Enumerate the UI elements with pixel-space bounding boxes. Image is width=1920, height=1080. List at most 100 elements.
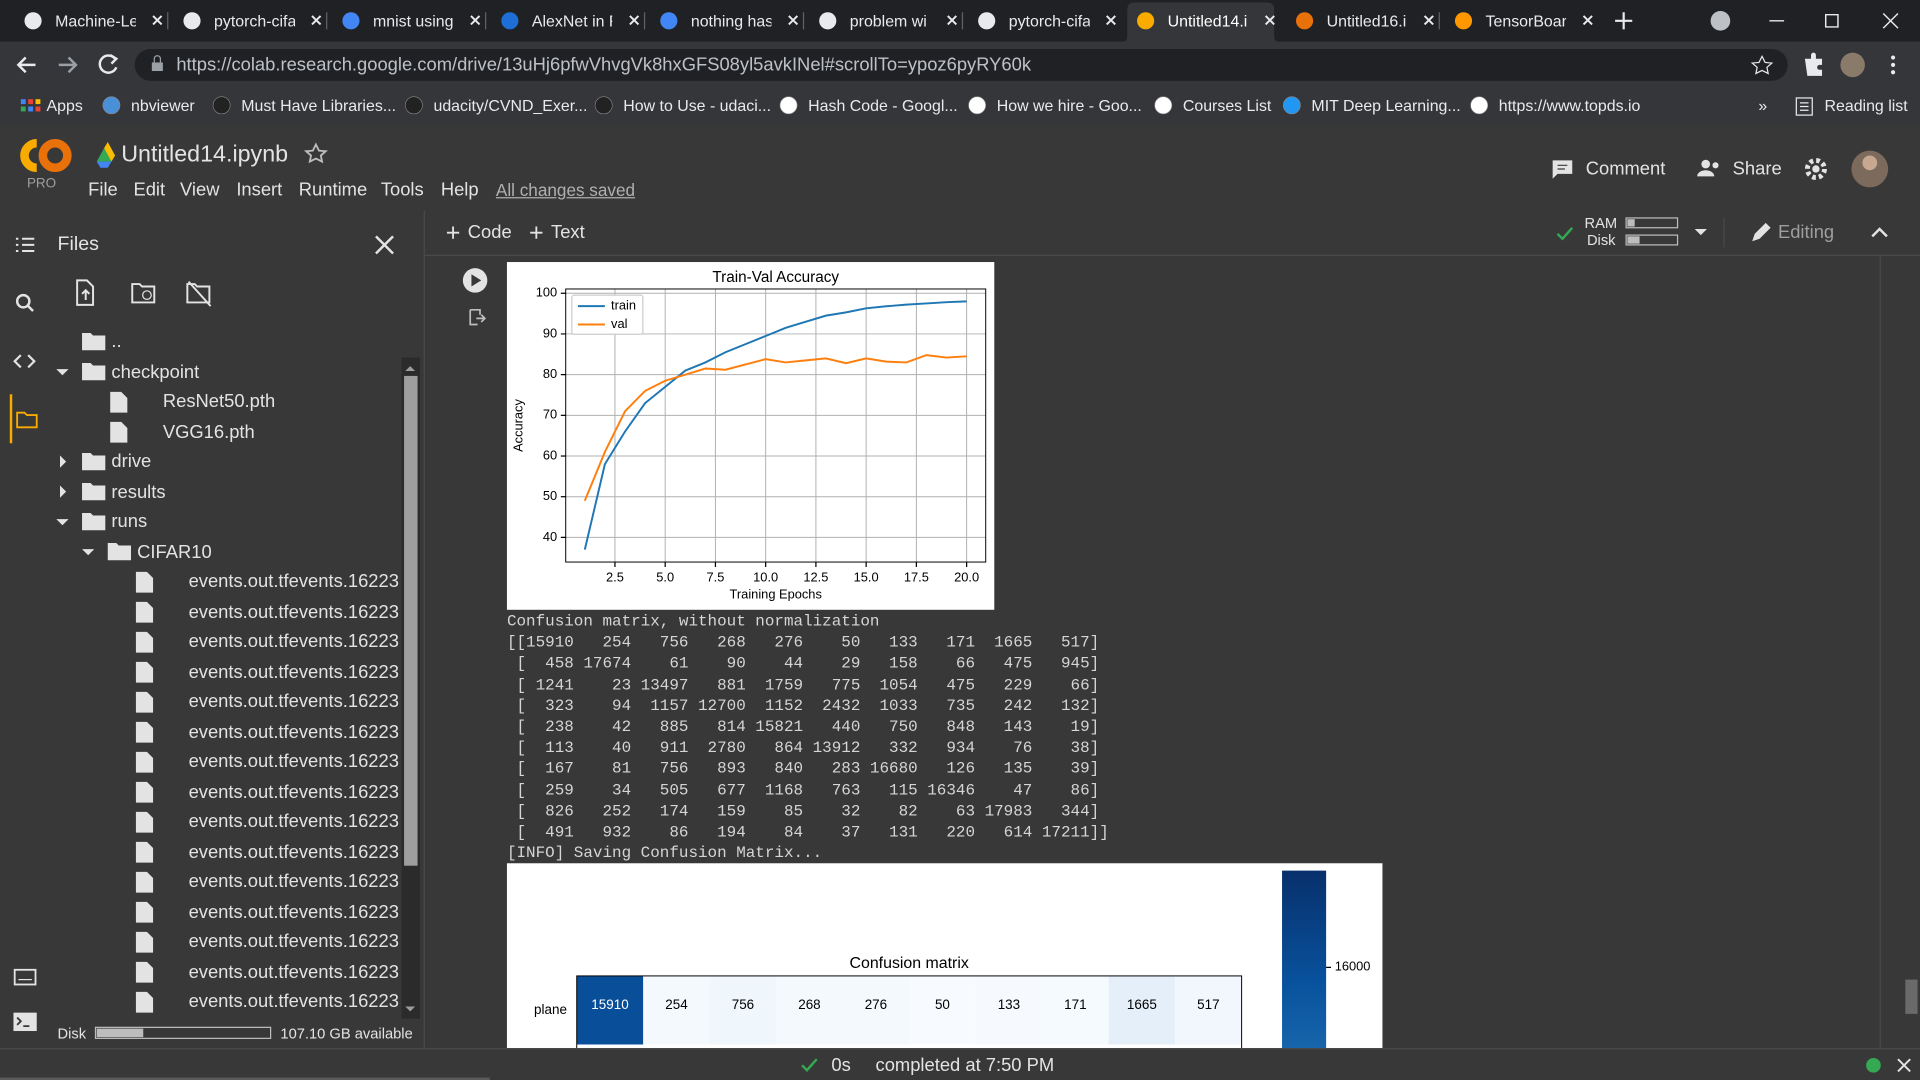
file-name[interactable]: ResNet50.pth bbox=[162, 391, 276, 413]
file-name[interactable]: events.out.tfevents.16223... bbox=[188, 751, 400, 773]
active-tab bbox=[1122, 2, 1280, 42]
menu-item[interactable]: Tools bbox=[380, 179, 424, 201]
tab-title[interactable]: Untitled14.i bbox=[1167, 11, 1248, 31]
save-status[interactable]: All changes saved bbox=[495, 180, 636, 200]
x-tick-label: 17.5 bbox=[904, 569, 929, 584]
add-text[interactable]: Text bbox=[551, 222, 585, 244]
folder-name[interactable]: results bbox=[111, 481, 166, 503]
menu-item[interactable]: Runtime bbox=[298, 179, 368, 201]
menu-item[interactable]: Insert bbox=[236, 179, 283, 201]
bookmark[interactable]: How to Use - udaci... bbox=[623, 96, 772, 115]
mode[interactable]: Editing bbox=[1777, 222, 1835, 244]
series-line bbox=[583, 300, 967, 550]
bookmark-icon bbox=[779, 96, 798, 115]
tab-close bbox=[629, 15, 640, 26]
file-name[interactable]: events.out.tfevents.16223... bbox=[188, 961, 400, 983]
bookmark[interactable]: Apps bbox=[46, 96, 83, 115]
sidebar-icons bbox=[9, 235, 421, 1039]
accuracy-chart: 40 50 60 70 80 90 100 2.5 5.0 7.5 10.0 12.5 15.0 17.5… bbox=[506, 262, 995, 610]
bookmark-icon bbox=[212, 96, 231, 115]
heatmap-cell bbox=[975, 975, 1043, 1045]
tab-favicon bbox=[501, 12, 519, 30]
file-name[interactable]: events.out.tfevents.16223... bbox=[188, 841, 400, 863]
pro-label: PRO bbox=[26, 176, 57, 192]
menu-item[interactable]: File bbox=[88, 179, 118, 201]
file-name[interactable]: events.out.tfevents.16223... bbox=[188, 631, 400, 653]
expanded-arrow bbox=[82, 549, 95, 556]
bookmark[interactable]: Courses List bbox=[1182, 96, 1272, 115]
tab-icons bbox=[24, 2, 1899, 42]
bookmark[interactable]: udacity/CVND_Exer... bbox=[433, 96, 588, 115]
x-tick-label: 5.0 bbox=[656, 569, 674, 584]
tab-title[interactable]: problem wi bbox=[849, 11, 927, 31]
bookmark[interactable]: nbviewer bbox=[131, 96, 195, 115]
disk-available: 107.10 GB available bbox=[280, 1024, 413, 1043]
window-controls bbox=[1769, 12, 1899, 29]
add-code[interactable]: Code bbox=[467, 222, 512, 244]
folder-name[interactable]: runs bbox=[111, 511, 148, 533]
folder-icon bbox=[82, 483, 106, 501]
folder-name[interactable]: .. bbox=[111, 331, 122, 353]
file-name[interactable]: events.out.tfevents.16223... bbox=[188, 601, 400, 623]
menu-item[interactable]: Edit bbox=[133, 179, 166, 201]
matrix-line: [ 826 252 174 159 85 32 82 63 17983 344] bbox=[506, 801, 1100, 821]
file-icon bbox=[135, 961, 154, 983]
tab-close bbox=[1106, 15, 1116, 26]
bookmark[interactable]: https://www.topds.io bbox=[1498, 96, 1641, 115]
file-icon bbox=[135, 811, 154, 833]
file-name[interactable]: events.out.tfevents.16223... bbox=[188, 721, 400, 743]
tab-close bbox=[947, 15, 958, 26]
tab-title[interactable]: Machine-Le bbox=[55, 11, 136, 31]
file-name[interactable]: events.out.tfevents.16223... bbox=[188, 991, 400, 1013]
tab-title[interactable]: pytorch-cifa bbox=[1008, 11, 1090, 31]
notebook-title[interactable]: Untitled14.ipynb bbox=[121, 142, 289, 168]
file-name[interactable]: events.out.tfevents.16223... bbox=[188, 901, 400, 923]
reading-list[interactable]: Reading list bbox=[1824, 96, 1908, 115]
tab-title[interactable]: Untitled16.i bbox=[1326, 11, 1407, 31]
file-name[interactable]: events.out.tfevents.16223... bbox=[188, 571, 400, 593]
share-button[interactable]: Share bbox=[1732, 158, 1782, 180]
tab-title[interactable]: TensorBoard bbox=[1485, 11, 1567, 31]
folder-name[interactable]: CIFAR10 bbox=[137, 541, 212, 563]
tab-favicon bbox=[1296, 12, 1314, 30]
comment-button[interactable]: Comment bbox=[1585, 158, 1666, 180]
x-tick-label: 7.5 bbox=[706, 569, 724, 584]
cell-label: 268 bbox=[798, 997, 820, 1012]
bookmark[interactable]: Must Have Libraries... bbox=[241, 96, 397, 115]
url[interactable]: https://colab.research.google.com/drive/… bbox=[176, 54, 1032, 76]
confusion-heatmap: plane 15910 254 756 268 276 50 133 171 1665 517 Con… bbox=[506, 863, 1383, 1049]
cell-label: 1665 bbox=[1127, 997, 1157, 1012]
file-name[interactable]: events.out.tfevents.16223... bbox=[188, 811, 400, 833]
tab-title[interactable]: AlexNet in F bbox=[531, 11, 613, 31]
cell-label: 517 bbox=[1197, 997, 1219, 1012]
notebook-toolbar: Code Text RAM Disk Editing bbox=[423, 211, 1920, 256]
tab-favicon bbox=[660, 12, 678, 30]
tab-close bbox=[788, 15, 799, 26]
tab-title[interactable]: nothing has bbox=[690, 11, 772, 31]
menu-item[interactable]: View bbox=[180, 179, 220, 201]
y-tick-label: 60 bbox=[543, 447, 557, 462]
bookmark[interactable]: Hash Code - Googl... bbox=[808, 96, 958, 115]
folder-name[interactable]: checkpoint bbox=[111, 361, 200, 383]
bookmark-icon bbox=[1470, 96, 1489, 115]
file-name[interactable]: VGG16.pth bbox=[162, 421, 255, 443]
folder-name[interactable]: drive bbox=[111, 451, 152, 473]
file-name[interactable]: events.out.tfevents.16223... bbox=[188, 661, 400, 683]
file-name[interactable]: events.out.tfevents.16223... bbox=[188, 691, 400, 713]
tab-title[interactable]: mnist using bbox=[372, 11, 454, 31]
file-name[interactable]: events.out.tfevents.16223... bbox=[188, 931, 400, 953]
tab-close bbox=[470, 15, 481, 26]
folder-icon bbox=[82, 363, 106, 381]
bookmark-icon bbox=[1154, 96, 1173, 115]
file-name[interactable]: events.out.tfevents.16223... bbox=[188, 781, 400, 803]
file-icon bbox=[135, 601, 154, 623]
file-name[interactable]: events.out.tfevents.16223... bbox=[188, 871, 400, 893]
tab-title[interactable]: pytorch-cifa bbox=[214, 11, 295, 31]
ram-label: RAM bbox=[1584, 214, 1618, 232]
bookmark[interactable]: » bbox=[1758, 96, 1768, 115]
menu-item[interactable]: Help bbox=[440, 179, 479, 201]
bookmark[interactable]: How we hire - Goo... bbox=[996, 96, 1142, 115]
bookmark[interactable]: MIT Deep Learning... bbox=[1311, 96, 1461, 115]
heatmap-frame bbox=[576, 975, 1243, 1049]
x-tick-label: 12.5 bbox=[803, 569, 828, 584]
